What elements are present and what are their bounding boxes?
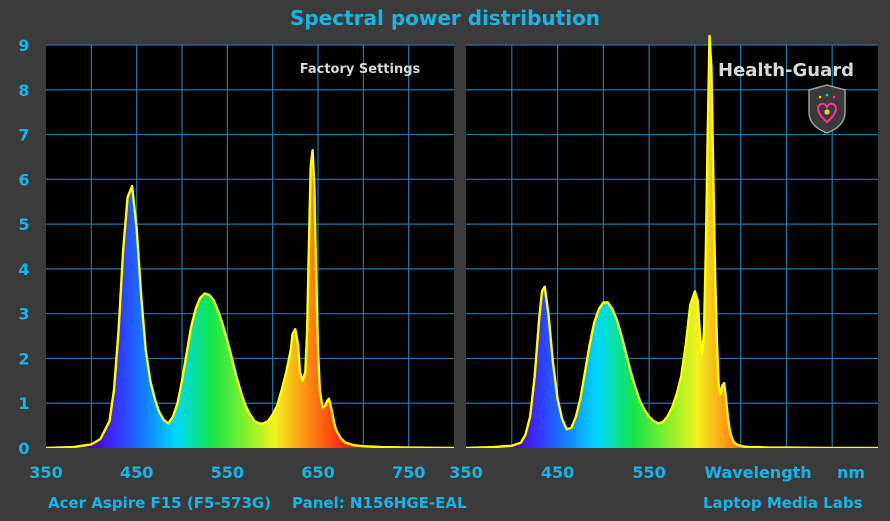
y-tick-label: 4 (18, 260, 29, 279)
x-tick-label: 350 (449, 463, 482, 482)
spectrum-area (46, 150, 454, 448)
panel-annotation: Health-Guard (718, 60, 854, 81)
x-tick-label: 650 (301, 463, 334, 482)
y-tick-label: 7 (18, 126, 29, 145)
y-tick-label: 5 (18, 215, 29, 234)
x-tick-label: 550 (632, 463, 665, 482)
x-axis-label: Wavelength (704, 463, 811, 482)
plot-area (46, 45, 454, 448)
device-name: Acer Aspire F15 (F5-573G) (48, 494, 272, 512)
credit-label: Laptop Media Labs (703, 494, 863, 512)
y-tick-label: 1 (18, 394, 29, 413)
y-tick-label: 3 (18, 305, 29, 324)
panel-name: Panel: N156HGE-EAL (292, 494, 467, 512)
grid (466, 44, 878, 448)
x-tick-label: 550 (211, 463, 244, 482)
panel-annotation: Factory Settings (300, 62, 421, 77)
x-tick-label: 450 (541, 463, 574, 482)
spectrum-line (466, 34, 878, 448)
y-tick-label: 2 (18, 349, 29, 368)
shield-heart-icon (808, 84, 846, 134)
spectrum-panel-1: 0 1 2 3 4 5 6 7 8 9 350 450 550 650 750 Factory Setting… (18, 36, 454, 482)
y-tick-label: 6 (18, 170, 29, 189)
y-tick-label: 0 (18, 439, 29, 458)
chart-title: Spectral power distribution (289, 6, 601, 30)
x-tick-label: 450 (120, 463, 153, 482)
x-tick-label: 350 (29, 463, 62, 482)
health-guard-logo (808, 84, 846, 134)
y-tick-label: 9 (18, 36, 29, 55)
y-tick-label: 8 (18, 81, 29, 100)
spectrum-line (46, 149, 454, 448)
x-axis-unit: nm (837, 463, 865, 482)
x-tick-label: 750 (392, 463, 425, 482)
